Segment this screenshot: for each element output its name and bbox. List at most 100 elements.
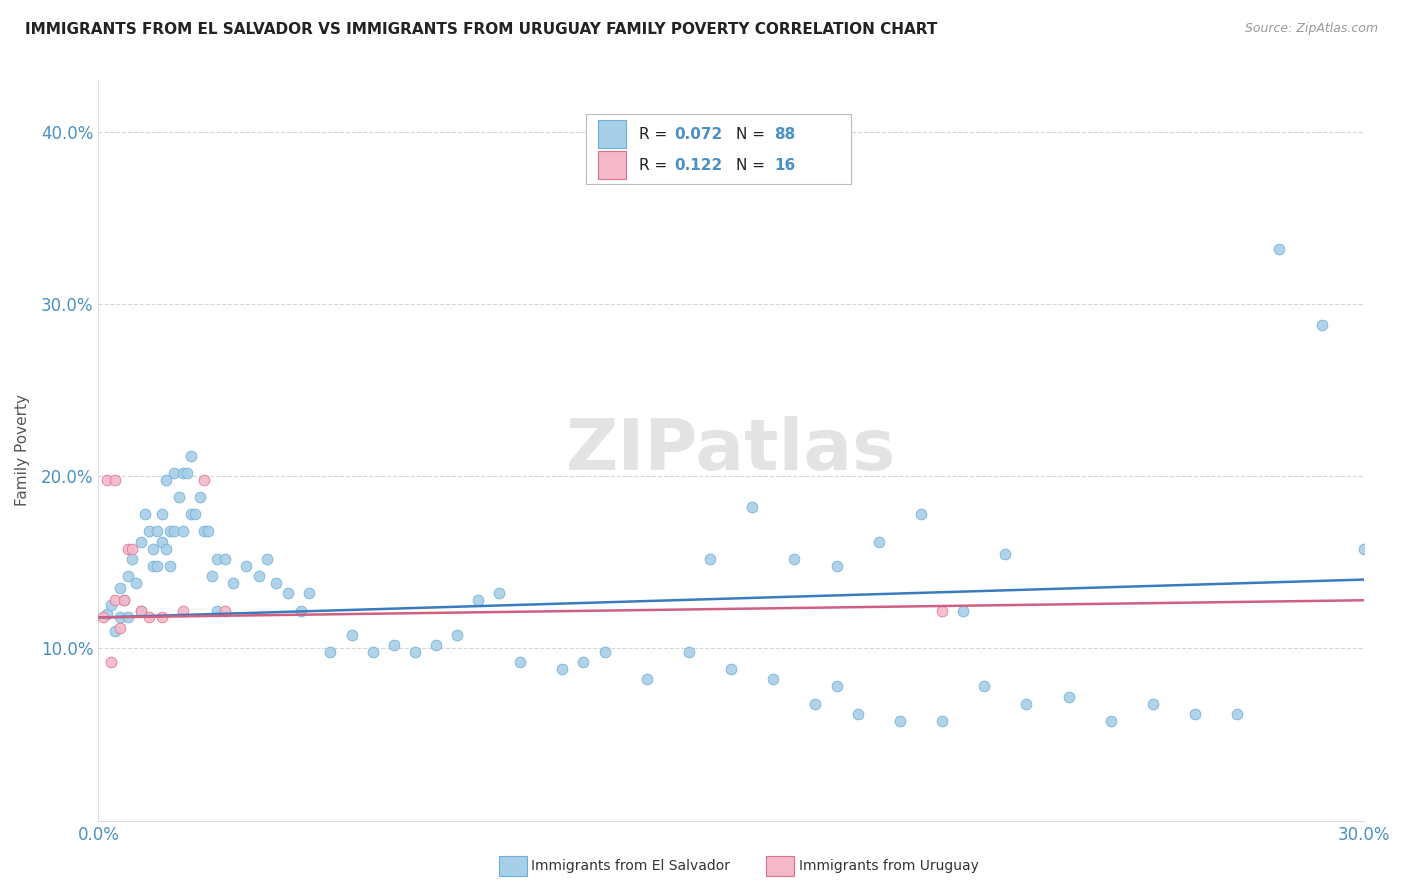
Point xyxy=(214,604,236,618)
Point xyxy=(117,569,139,583)
Point xyxy=(104,624,127,639)
Point xyxy=(825,679,848,693)
Point xyxy=(172,466,194,480)
Text: Immigrants from Uruguay: Immigrants from Uruguay xyxy=(799,859,979,873)
Point xyxy=(720,662,742,676)
Point xyxy=(247,569,270,583)
Point xyxy=(804,697,827,711)
Point xyxy=(678,645,700,659)
Point xyxy=(319,645,342,659)
Point xyxy=(104,593,127,607)
Point xyxy=(96,607,118,621)
Point xyxy=(121,541,143,556)
Point xyxy=(129,604,152,618)
Point xyxy=(783,552,806,566)
Point xyxy=(146,524,169,539)
Point xyxy=(201,569,224,583)
Point xyxy=(446,628,468,642)
Point xyxy=(762,673,785,687)
Point xyxy=(889,714,911,728)
Point xyxy=(125,576,148,591)
Point xyxy=(176,466,198,480)
Point xyxy=(138,524,160,539)
Text: Source: ZipAtlas.com: Source: ZipAtlas.com xyxy=(1244,22,1378,36)
Point xyxy=(1142,697,1164,711)
Text: 16: 16 xyxy=(775,158,796,173)
Point xyxy=(361,645,384,659)
Point xyxy=(146,558,169,573)
Point xyxy=(1268,242,1291,256)
Point xyxy=(117,610,139,624)
Point xyxy=(931,604,953,618)
Point xyxy=(973,679,995,693)
Point xyxy=(134,507,156,521)
Y-axis label: Family Poverty: Family Poverty xyxy=(15,394,30,507)
Point xyxy=(825,558,848,573)
FancyBboxPatch shape xyxy=(585,113,851,184)
Text: R =: R = xyxy=(638,158,672,173)
Point xyxy=(256,552,278,566)
Point xyxy=(1099,714,1122,728)
Point xyxy=(100,599,122,613)
Point xyxy=(159,524,181,539)
Point xyxy=(467,593,489,607)
Point xyxy=(167,490,190,504)
Point xyxy=(129,604,152,618)
Point xyxy=(214,552,236,566)
Text: 88: 88 xyxy=(775,127,796,142)
Point xyxy=(488,586,510,600)
Point xyxy=(1353,541,1375,556)
Point xyxy=(155,473,177,487)
Point xyxy=(188,490,211,504)
Point xyxy=(121,552,143,566)
Text: ZIPatlas: ZIPatlas xyxy=(567,416,896,485)
Point xyxy=(222,576,245,591)
Point xyxy=(235,558,257,573)
Point xyxy=(699,552,721,566)
Point xyxy=(108,581,131,595)
Point xyxy=(298,586,321,600)
Point xyxy=(108,621,131,635)
Point xyxy=(264,576,287,591)
Text: Immigrants from El Salvador: Immigrants from El Salvador xyxy=(531,859,731,873)
Text: 0.072: 0.072 xyxy=(675,127,723,142)
Text: N =: N = xyxy=(737,127,770,142)
Point xyxy=(1310,318,1333,332)
Point xyxy=(868,534,890,549)
Point xyxy=(1226,706,1249,721)
Point xyxy=(382,638,405,652)
Point xyxy=(846,706,869,721)
Point xyxy=(994,547,1017,561)
Point xyxy=(142,558,165,573)
Point xyxy=(205,552,228,566)
Point xyxy=(340,628,363,642)
Point xyxy=(159,558,181,573)
Text: 0.122: 0.122 xyxy=(675,158,723,173)
Point xyxy=(1057,690,1080,704)
Point xyxy=(193,524,215,539)
Point xyxy=(108,610,131,624)
Point xyxy=(172,524,194,539)
Point xyxy=(117,541,139,556)
Point xyxy=(91,610,114,624)
Point xyxy=(593,645,616,659)
Point xyxy=(172,604,194,618)
Point xyxy=(277,586,299,600)
Point xyxy=(104,473,127,487)
Point xyxy=(205,604,228,618)
Point xyxy=(138,610,160,624)
Point xyxy=(150,507,173,521)
Point xyxy=(404,645,426,659)
Point xyxy=(96,473,118,487)
Text: N =: N = xyxy=(737,158,770,173)
Point xyxy=(290,604,312,618)
Point xyxy=(155,541,177,556)
Text: IMMIGRANTS FROM EL SALVADOR VS IMMIGRANTS FROM URUGUAY FAMILY POVERTY CORRELATIO: IMMIGRANTS FROM EL SALVADOR VS IMMIGRANT… xyxy=(25,22,938,37)
Point xyxy=(193,473,215,487)
FancyBboxPatch shape xyxy=(599,152,626,179)
Point xyxy=(129,534,152,549)
Point xyxy=(425,638,447,652)
Point xyxy=(150,610,173,624)
Point xyxy=(509,655,531,669)
Point xyxy=(180,507,202,521)
